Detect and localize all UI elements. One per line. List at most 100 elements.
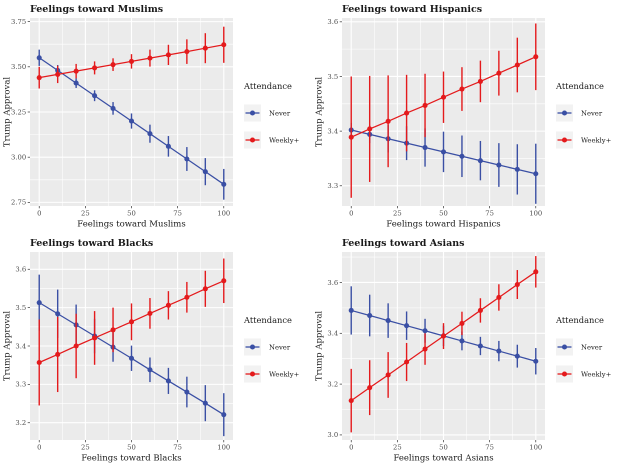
data-point [128,319,135,325]
data-point [147,310,153,316]
axes: 0 25 50 75 100 3.3 3.4 3.5 3.6 [327,18,542,217]
data-point [348,134,354,140]
data-point [404,110,410,116]
data-point [514,353,520,359]
data-point [422,144,428,151]
y-tick-label: 3.4 [327,127,338,135]
y-tick-label: 3.5 [15,304,26,312]
data-point [367,385,373,391]
legend-key-point [249,344,256,350]
y-tick-label: 3.00 [11,153,26,161]
y-axis-label: Trump Approval [3,77,13,147]
data-point [55,71,61,77]
y-tick-label: 3.6 [327,279,338,287]
data-point [165,52,171,58]
data-point [533,358,539,364]
legend-item-label: Never [269,343,291,351]
x-tick-label: 50 [127,210,136,218]
x-tick-label: 0 [349,210,353,218]
data-point [477,307,483,313]
legend-title: Attendance [555,315,604,325]
plot-svg: 0 25 50 75 100 2.75 3.00 3.25 3.50 3.75 Feelings t… [3,4,300,230]
legend-title: Attendance [243,81,292,91]
data-point [147,131,153,137]
data-point [496,70,502,76]
data-point [55,351,61,357]
y-tick-label: 3.25 [11,108,26,116]
chart-title: Feelings toward Asians [342,238,465,249]
y-tick-label: 3.5 [327,73,338,81]
data-point [73,343,79,349]
x-tick-label: 100 [217,210,230,218]
x-tick-label: 25 [393,444,402,452]
data-point [514,62,520,68]
data-point [36,55,42,61]
data-point [496,162,502,168]
y-tick-label: 3.0 [327,431,338,439]
legend-item-label: Never [581,109,603,117]
x-tick-label: 25 [81,444,90,452]
data-point [165,378,171,384]
y-tick-label: 3.2 [15,419,26,427]
y-tick-label: 3.3 [15,381,26,389]
legend-key-point [561,137,568,143]
x-tick-label: 75 [173,210,182,218]
y-tick-label: 3.75 [11,18,26,26]
data-point [184,49,190,55]
data-point [202,45,208,51]
data-point [184,294,190,300]
x-axis-label: Feelings toward Muslims [77,220,185,230]
data-point [533,269,539,275]
legend-key-point [249,110,256,116]
data-point [422,346,428,352]
legend-title: Attendance [555,81,604,91]
data-point [533,54,539,60]
series-weekly- [36,26,227,89]
data-point [496,348,502,354]
y-axis-label: Trump Approval [315,311,325,381]
plot-svg: 0 25 50 75 100 3.2 3.3 3.4 3.5 3.6 Feelings toward… [3,238,300,464]
axes: 0 25 50 75 100 2.75 3.00 3.25 3.50 3.75 [11,18,230,218]
data-point [165,302,171,308]
data-point [184,389,190,395]
data-point [367,312,373,319]
data-point [36,359,42,366]
data-point [202,286,208,292]
x-tick-label: 75 [485,210,494,218]
data-point [55,311,61,317]
data-point [221,412,227,418]
y-tick-label: 3.6 [15,266,26,274]
y-tick-label: 2.75 [11,199,26,207]
x-tick-label: 25 [393,210,402,218]
x-tick-label: 75 [485,444,494,452]
data-point [128,118,135,124]
x-tick-label: 0 [349,444,353,452]
data-point [514,281,520,288]
data-point [459,86,465,92]
legend: Attendance Never Weekly+ [555,315,611,383]
data-point [367,126,373,132]
data-point [348,307,354,313]
legend-key-point [561,110,568,116]
legend-item-label: Weekly+ [269,370,299,378]
data-point [440,333,447,339]
x-tick-label: 100 [217,444,230,452]
y-tick-label: 3.4 [15,342,26,350]
legend-item-label: Never [269,109,291,117]
data-point [36,75,42,81]
series-weekly- [348,256,539,433]
legend-key-point [561,344,568,350]
x-axis-label: Feelings toward Hispanics [386,220,500,230]
data-point [459,153,465,159]
data-point [147,55,153,61]
legend-key-point [249,371,256,377]
data-point [385,372,391,378]
chart-title: Feelings toward Blacks [30,238,153,249]
data-point [202,400,208,406]
y-tick-label: 3.4 [327,330,338,338]
chart-feelings-toward-hispanics: 0 25 50 75 100 3.3 3.4 3.5 3.6 Feelings toward Hi… [312,0,624,234]
data-point [477,343,483,349]
data-point [36,300,42,306]
plot-svg: 0 25 50 75 100 3.0 3.2 3.4 3.6 Feelings toward As… [315,238,612,464]
x-tick-label: 50 [127,444,136,452]
